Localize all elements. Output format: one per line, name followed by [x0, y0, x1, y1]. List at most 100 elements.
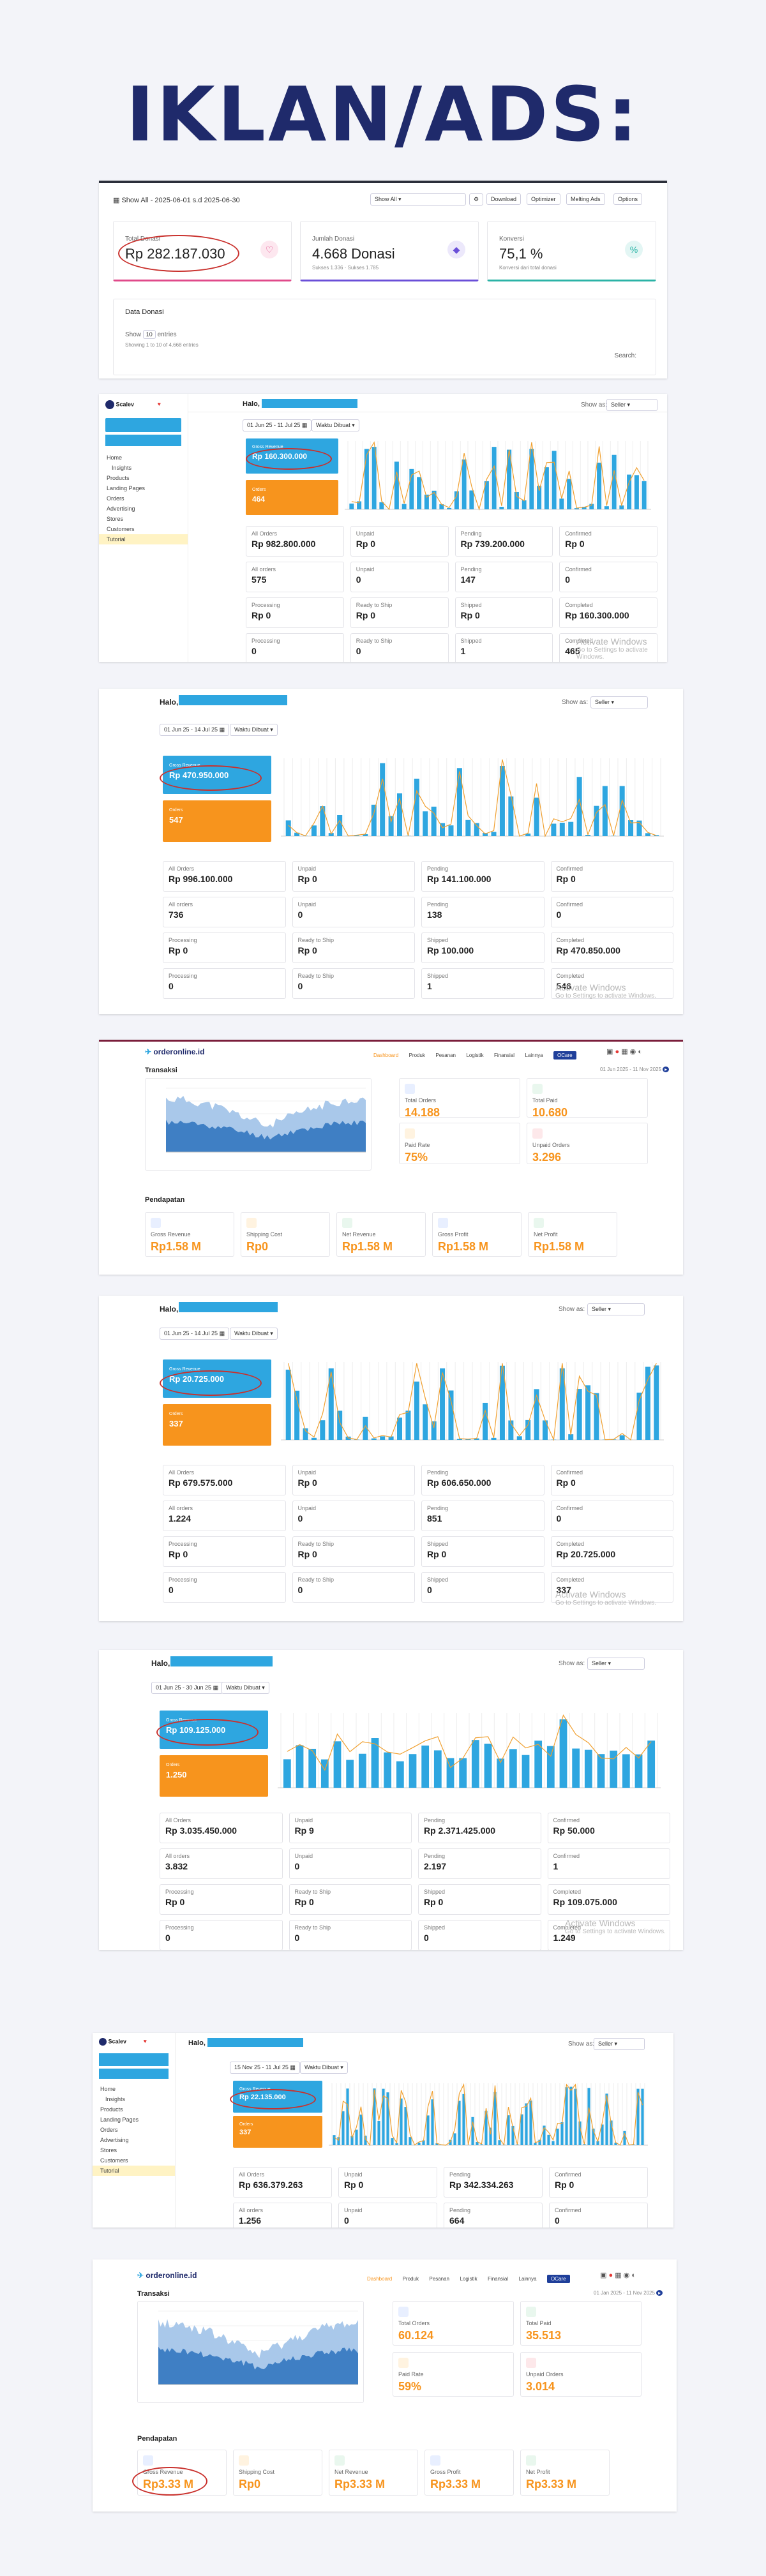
seller-select[interactable]: Seller ▾ [590, 696, 648, 708]
nav-dashboard[interactable]: Dashboard [367, 2276, 393, 2282]
sidebar-item-advertising[interactable]: Advertising [100, 2137, 129, 2143]
nav-ocare[interactable]: OCare [546, 2275, 570, 2283]
wallet-icon[interactable]: ▣ [606, 1048, 613, 1056]
time-filter-select[interactable]: Waktu Dibuat ▾ [230, 1328, 278, 1340]
nav-produk[interactable]: Produk [402, 2276, 419, 2282]
stat-value: Rp 2.371.425.000 [424, 1825, 496, 1836]
sidebar-item-landing-pages[interactable]: Landing Pages [107, 485, 146, 491]
date-range-picker[interactable]: 01 Jun 25 - 14 Jul 25 ▦ [160, 724, 230, 736]
sidebar-item-stores[interactable]: Stores [100, 2147, 117, 2153]
sidebar-item-customers[interactable]: Customers [107, 526, 135, 532]
sidebar-item-customers[interactable]: Customers [100, 2157, 128, 2164]
nav-lainnya[interactable]: Lainnya [518, 2276, 537, 2282]
nav-produk[interactable]: Produk [409, 1052, 425, 1058]
sidebar-item-insights[interactable]: Insights [105, 2096, 126, 2102]
bar [371, 1438, 377, 1440]
nav-finansial[interactable]: Finansial [494, 1052, 515, 1058]
nav-pesanan[interactable]: Pesanan [435, 1052, 456, 1058]
nav-logistik[interactable]: Logistik [460, 2276, 477, 2282]
time-filter-select[interactable]: Waktu Dibuat ▾ [230, 724, 278, 736]
melting-ads-button[interactable]: Melting Ads [566, 193, 605, 205]
bell-icon[interactable]: ● [608, 2272, 613, 2279]
sidebar-item-orders[interactable]: Orders [100, 2127, 118, 2133]
entries-select[interactable]: 10 [142, 330, 156, 339]
sidebar-item-stores[interactable]: Stores [107, 516, 124, 522]
time-filter-select[interactable]: Waktu Dibuat ▾ [300, 2062, 348, 2074]
grid-icon[interactable]: ▦ [615, 2272, 622, 2279]
sidebar-item-landing-pages[interactable]: Landing Pages [100, 2116, 139, 2123]
nav-logistik[interactable]: Logistik [466, 1052, 484, 1058]
wallet-icon [334, 2455, 345, 2466]
sidebar-item-insights[interactable]: Insights [112, 465, 132, 471]
seller-select[interactable]: Seller ▾ [594, 2038, 645, 2050]
stat-value: Rp 0 [297, 1478, 317, 1488]
sidebar-item-home[interactable]: Home [100, 2086, 116, 2092]
stat-card: Pending 664 [444, 2203, 543, 2228]
filter-select[interactable]: Show All ▾ [370, 193, 466, 206]
bar [337, 814, 343, 836]
bar [583, 2144, 586, 2145]
wallet-icon[interactable]: ▣ [600, 2272, 607, 2279]
optimizer-button[interactable]: Optimizer [527, 193, 560, 205]
date-range-picker[interactable]: 15 Nov 25 - 11 Jul 25 ▦ [230, 2062, 300, 2074]
stat-value: 1.224 [169, 1513, 192, 1524]
seller-select[interactable]: Seller ▾ [606, 399, 657, 411]
sidebar-item-tutorial[interactable]: Tutorial [93, 2166, 175, 2176]
time-filter-select[interactable]: Waktu Dibuat ▾ [222, 1682, 269, 1694]
avatar-icon[interactable]: ◉ [629, 1048, 636, 1056]
stat-label: Pending [427, 1505, 449, 1511]
notification-icon[interactable]: ♥ [157, 401, 161, 408]
truck-icon [246, 1218, 257, 1228]
stat-card: Processing Rp 0 [246, 597, 344, 628]
theme-icon[interactable]: ◐ [631, 2272, 636, 2279]
nav-finansial[interactable]: Finansial [488, 2276, 509, 2282]
grid-icon[interactable]: ▦ [621, 1048, 628, 1056]
bar [311, 1437, 317, 1440]
stat-value: Rp 0 [556, 1478, 576, 1488]
theme-icon[interactable]: ◐ [638, 1048, 642, 1056]
nav-lainnya[interactable]: Lainnya [525, 1052, 543, 1058]
gear-icon[interactable]: ⚙ [469, 193, 483, 206]
bar [333, 1741, 342, 1788]
bar [388, 1436, 394, 1440]
bar [372, 447, 377, 509]
seller-select[interactable]: Seller ▾ [587, 1303, 645, 1315]
sidebar-item-home[interactable]: Home [107, 454, 123, 461]
bar [396, 1761, 404, 1788]
date-range[interactable]: 01 Jan 2025 - 11 Nov 2025 ▸ [594, 2290, 663, 2296]
bell-icon[interactable]: ● [615, 1048, 620, 1056]
nav-pesanan[interactable]: Pesanan [429, 2276, 449, 2282]
transaksi-chart-card [145, 1078, 372, 1171]
bar [508, 1420, 514, 1440]
sidebar-item-products[interactable]: Products [107, 475, 130, 481]
bar [359, 2115, 363, 2145]
date-range-picker[interactable]: 01 Jun 25 - 11 Jul 25 ▦ [243, 419, 312, 431]
stat-value: Rp 0 [556, 874, 576, 884]
stat-label: Processing [165, 1889, 194, 1895]
stat-label: Pending [427, 865, 449, 872]
nav-dashboard[interactable]: Dashboard [373, 1052, 399, 1058]
nav-ocare[interactable]: OCare [553, 1051, 576, 1060]
bar [377, 2120, 380, 2145]
sidebar-item-advertising[interactable]: Advertising [107, 505, 135, 512]
gross-profit-card: Gross Profit Rp1.58 M [432, 1212, 522, 1257]
bar [456, 1439, 462, 1440]
bar [522, 1755, 530, 1788]
scalev-dashboard-2: Halo, Show as: Seller ▾ 01 Jun 25 - 14 J… [99, 689, 683, 1014]
stat-value: Rp 996.100.000 [169, 874, 233, 884]
options-button[interactable]: Options [613, 193, 643, 205]
date-range-picker[interactable]: 01 Jun 25 - 14 Jul 25 ▦ [160, 1328, 230, 1340]
seller-select[interactable]: Seller ▾ [587, 1658, 645, 1670]
notification-icon[interactable]: ♥ [143, 2038, 147, 2045]
date-range[interactable]: 01 Jun 2025 - 11 Nov 2025 ▸ [600, 1067, 670, 1072]
avatar-icon[interactable]: ◉ [623, 2272, 630, 2279]
time-filter-select[interactable]: Waktu Dibuat ▾ [312, 419, 359, 431]
date-range-picker[interactable]: 01 Jun 25 - 30 Jun 25 ▦ [151, 1682, 223, 1694]
store-switcher[interactable] [105, 418, 181, 432]
sidebar-item-orders[interactable]: Orders [107, 495, 124, 502]
sidebar-item-tutorial[interactable]: Tutorial [99, 534, 188, 544]
sidebar-item-products[interactable]: Products [100, 2106, 123, 2113]
store-switcher[interactable] [99, 2053, 169, 2066]
bar [635, 1754, 643, 1788]
download-button[interactable]: Download [486, 193, 522, 205]
